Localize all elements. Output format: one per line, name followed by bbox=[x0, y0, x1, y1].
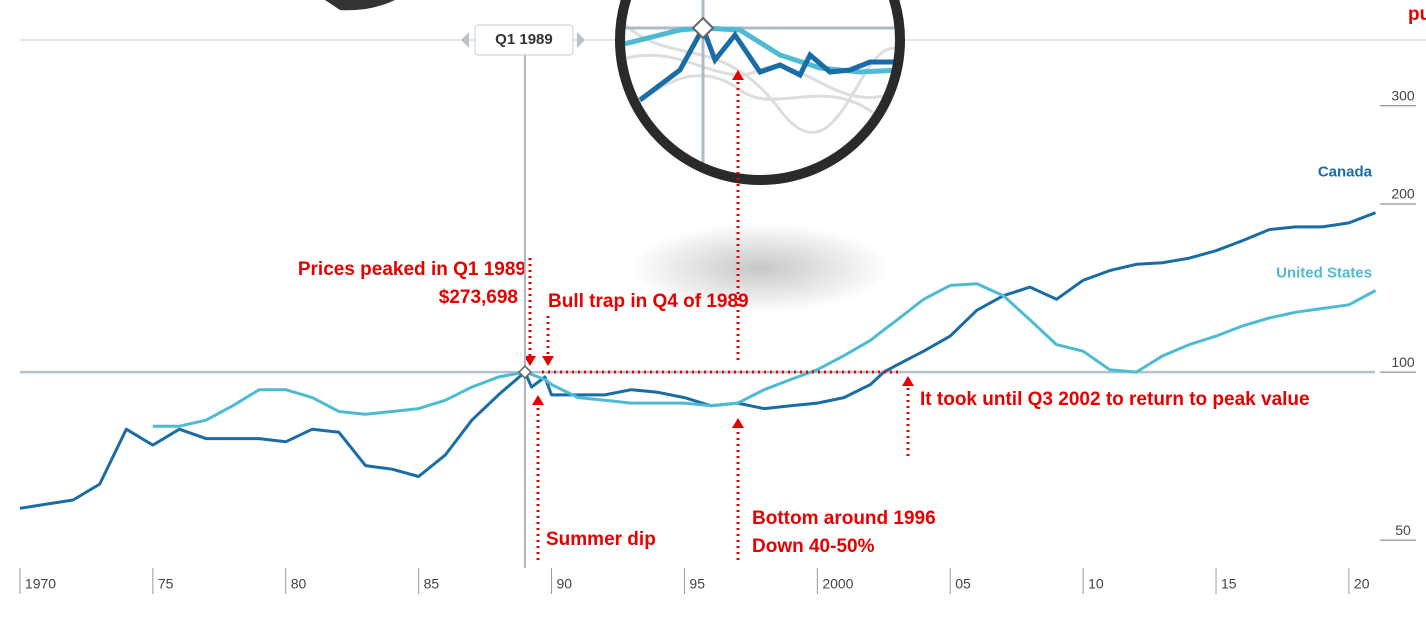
handle bbox=[325, 0, 395, 11]
x-tick-label: 85 bbox=[424, 576, 440, 592]
lens-shadow bbox=[630, 223, 890, 313]
annotation: Bottom around 1996 bbox=[752, 508, 936, 529]
annotation: $273,698 bbox=[439, 287, 518, 308]
cursor-marker bbox=[517, 365, 533, 380]
lens-rim bbox=[615, 0, 905, 185]
x-tick-label: 10 bbox=[1088, 576, 1104, 592]
y-tick-label: 300 bbox=[1391, 87, 1415, 103]
annotation: It took until Q3 2002 to return to peak … bbox=[920, 389, 1310, 410]
x-tick-label: 90 bbox=[557, 576, 573, 592]
cursor: Q1 1989 bbox=[460, 24, 585, 568]
annotation: Summer dip bbox=[546, 529, 656, 550]
annotation: Down 40-50% bbox=[752, 536, 875, 557]
series-line bbox=[19, 211, 1377, 510]
arrow bbox=[902, 376, 914, 386]
x-tick-label: 20 bbox=[1354, 576, 1370, 592]
arrow bbox=[732, 70, 744, 80]
y-tick-label: 100 bbox=[1391, 354, 1415, 370]
annotation: pu bbox=[1408, 4, 1426, 25]
arrow bbox=[542, 356, 554, 366]
lens-content bbox=[620, 0, 900, 180]
cursor-arrow-left bbox=[460, 32, 469, 48]
x-tick-label: 15 bbox=[1221, 576, 1237, 592]
lens-face bbox=[620, 0, 900, 180]
legend-label: United States bbox=[1276, 264, 1372, 281]
arrow bbox=[732, 418, 744, 428]
x-tick-label: 95 bbox=[689, 576, 705, 592]
cursor-box bbox=[474, 24, 574, 56]
arrow bbox=[524, 356, 536, 366]
x-tick-label: 05 bbox=[955, 576, 971, 592]
x-tick-label: 75 bbox=[158, 576, 174, 592]
y-tick-label: 50 bbox=[1395, 522, 1411, 538]
x-tick-label: 1970 bbox=[25, 576, 56, 592]
cursor-arrow-right bbox=[576, 32, 585, 48]
x-tick-label: 2000 bbox=[822, 576, 853, 592]
magnifier bbox=[325, 0, 905, 185]
arrow bbox=[532, 395, 544, 405]
series-line bbox=[152, 282, 1377, 428]
legend-label: Canada bbox=[1318, 164, 1373, 181]
cursor-label: Q1 1989 bbox=[495, 31, 553, 48]
annotations: Prices peaked in Q1 1989 $273,698 Bull t… bbox=[298, 4, 1426, 560]
y-tick-label: 200 bbox=[1391, 186, 1415, 202]
x-tick-label: 80 bbox=[291, 576, 307, 592]
annotation: Bull trap in Q4 of 1989 bbox=[548, 291, 749, 312]
plot-area: 50 100 200 300 1970 75 80 85 90 95 2000 05 10 15 20 Can… bbox=[19, 87, 1416, 594]
annotation: Prices peaked in Q1 1989 bbox=[298, 259, 526, 280]
